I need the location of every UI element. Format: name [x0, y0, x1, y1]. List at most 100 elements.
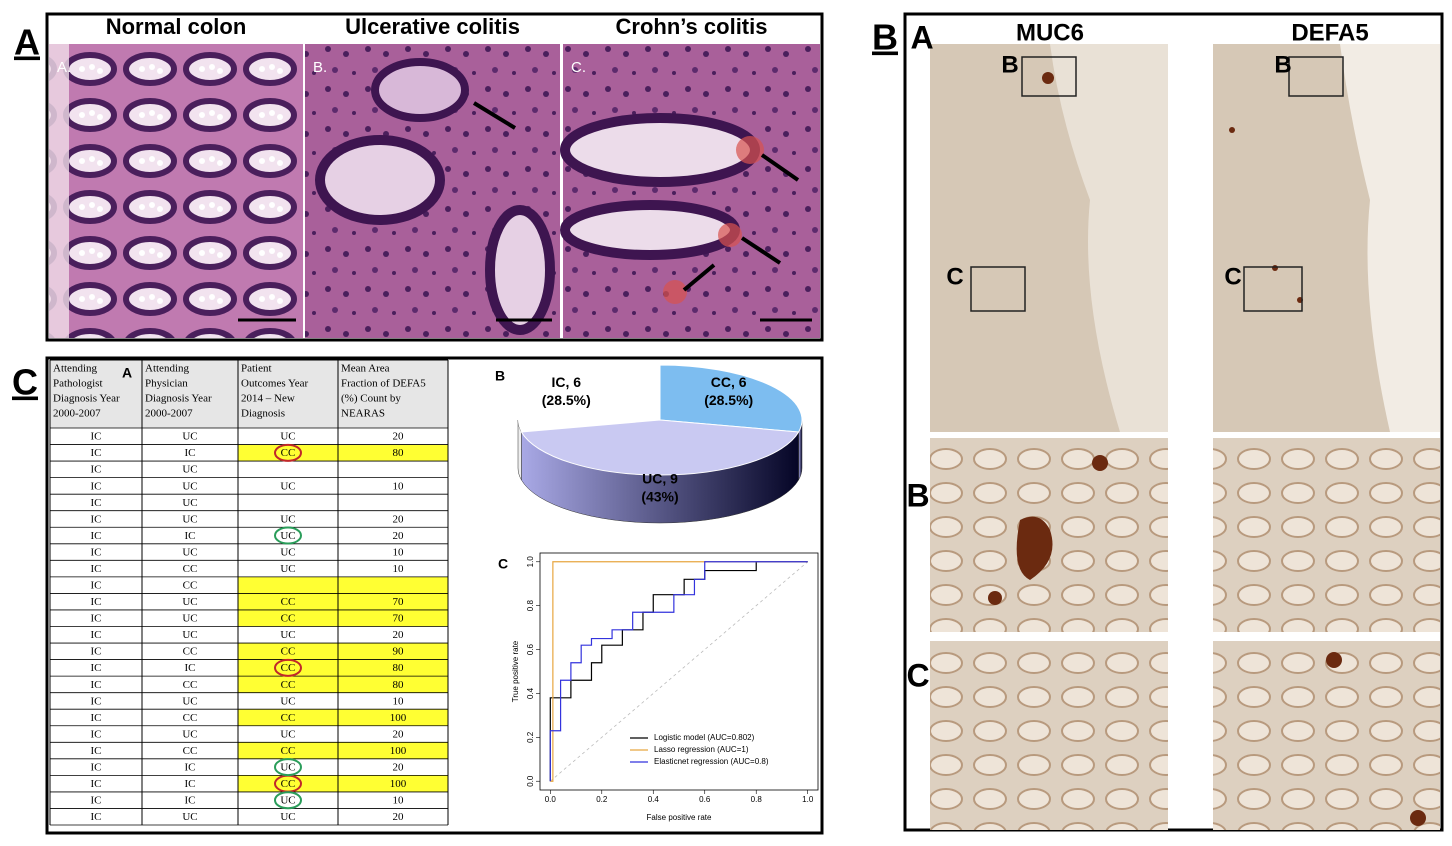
table-cell: 20 [393, 811, 405, 823]
header-cell: 2014 – New [241, 393, 295, 405]
table-cell: CC [281, 596, 296, 608]
circle-mark [274, 443, 302, 462]
legend-label: Logistic model (AUC=0.802) [654, 733, 755, 742]
header-cell: Fraction of DEFA5 [341, 378, 426, 390]
table-cell: CC [183, 563, 198, 575]
circle-mark [274, 791, 302, 810]
table-cell: UC [182, 695, 197, 707]
table-cell: IC [91, 629, 102, 641]
pie-label: IC, 6 [552, 374, 582, 390]
roc-curve [549, 561, 808, 782]
image-title: Ulcerative colitis [345, 14, 520, 39]
table-cell: UC [280, 480, 295, 492]
box-label: B [1274, 51, 1291, 78]
image-title: Crohn’s colitis [616, 14, 768, 39]
table-cell: CC [281, 778, 296, 790]
x-tick-label: 0.8 [751, 795, 763, 804]
table-cell: 90 [393, 646, 405, 658]
table-cell: IC [91, 497, 102, 509]
table-cell: UC [280, 629, 295, 641]
y-axis-label: True positive rate [511, 640, 520, 702]
table-cell: CC [281, 447, 296, 459]
table-cell: IC [91, 464, 102, 476]
table-cell: 70 [393, 613, 405, 625]
header-cell: Diagnosis Year [53, 393, 120, 405]
circle-mark [274, 758, 302, 777]
table-cell: UC [280, 811, 295, 823]
table-cell: IC [91, 431, 102, 443]
header-cell: Mean Area [341, 363, 390, 375]
table-cell: UC [280, 530, 295, 542]
panel-a-labels: Normal colon A. Ulcerative colitis B. Crohn’… [57, 14, 767, 76]
x-tick-label: 0.0 [545, 795, 557, 804]
pie-slice [659, 364, 803, 433]
box-label: B [1001, 51, 1018, 78]
table-cell: CC [183, 679, 198, 691]
column-title: MUC6 [1016, 19, 1084, 46]
x-tick-label: 1.0 [802, 795, 814, 804]
table-cell: 10 [393, 695, 405, 707]
table-cell: UC [182, 497, 197, 509]
highlight [238, 593, 448, 610]
table-cell: UC [280, 563, 295, 575]
y-tick-label: 0.6 [526, 643, 535, 655]
highlight [238, 643, 448, 660]
table-cell: UC [280, 761, 295, 773]
highlight [238, 444, 448, 462]
x-tick-label: 0.2 [596, 795, 608, 804]
pie-value-label: (28.5%) [542, 392, 591, 408]
table-cell: 10 [393, 795, 405, 807]
table-cell: UC [280, 695, 295, 707]
box-label: C [946, 263, 963, 290]
header-cell: Physician [145, 378, 188, 390]
header-cell: Patient [241, 363, 272, 375]
table-cell: CC [281, 646, 296, 658]
table-cell: IC [91, 563, 102, 575]
table-cell: UC [280, 795, 295, 807]
table-cell: IC [91, 662, 102, 674]
table-cell: CC [183, 646, 198, 658]
table-cell: CC [183, 745, 198, 757]
pie-label: CC, 6 [711, 374, 747, 390]
table-cell: 100 [390, 712, 407, 724]
table-cell: IC [91, 530, 102, 542]
image-tag: C. [571, 59, 586, 76]
charts: CC, 6 (28.5%) UC, 9 (43%) IC, 6 (28.5%) B 0.0 0.… [495, 364, 819, 822]
table-cell: 80 [393, 447, 405, 459]
table-cell: 20 [393, 530, 405, 542]
table-cell: 10 [393, 563, 405, 575]
chart-label: B [495, 368, 505, 384]
table-cell: IC [91, 546, 102, 558]
table-cell: IC [91, 646, 102, 658]
ihc-images [930, 44, 1440, 830]
table-cell: IC [91, 679, 102, 691]
circle-mark [274, 658, 302, 677]
histology-uc [305, 44, 560, 338]
header-cell: NEARAS [341, 408, 385, 420]
table-cell: UC [280, 431, 295, 443]
histology-normal [49, 44, 303, 338]
table-cell: 20 [393, 629, 405, 641]
table-cell: IC [91, 745, 102, 757]
table-cell: UC [182, 431, 197, 443]
table-cell: IC [91, 596, 102, 608]
image-tag: B. [313, 59, 327, 76]
table-cell: IC [91, 778, 102, 790]
highlight [238, 742, 448, 759]
y-tick-label: 0.4 [526, 687, 535, 699]
panel-label: C [12, 362, 38, 403]
table-cell: UC [280, 546, 295, 558]
table-cell: IC [185, 778, 196, 790]
table-cell: CC [281, 662, 296, 674]
image-tag: A. [57, 59, 71, 76]
highlight [238, 775, 448, 792]
table-cell: UC [182, 464, 197, 476]
header-cell: Diagnosis [241, 408, 285, 420]
highlight [238, 676, 448, 693]
table-cell: 100 [390, 778, 407, 790]
y-tick-label: 0.0 [526, 775, 535, 787]
table-cell: 10 [393, 546, 405, 558]
header-cell: Attending [145, 363, 189, 375]
